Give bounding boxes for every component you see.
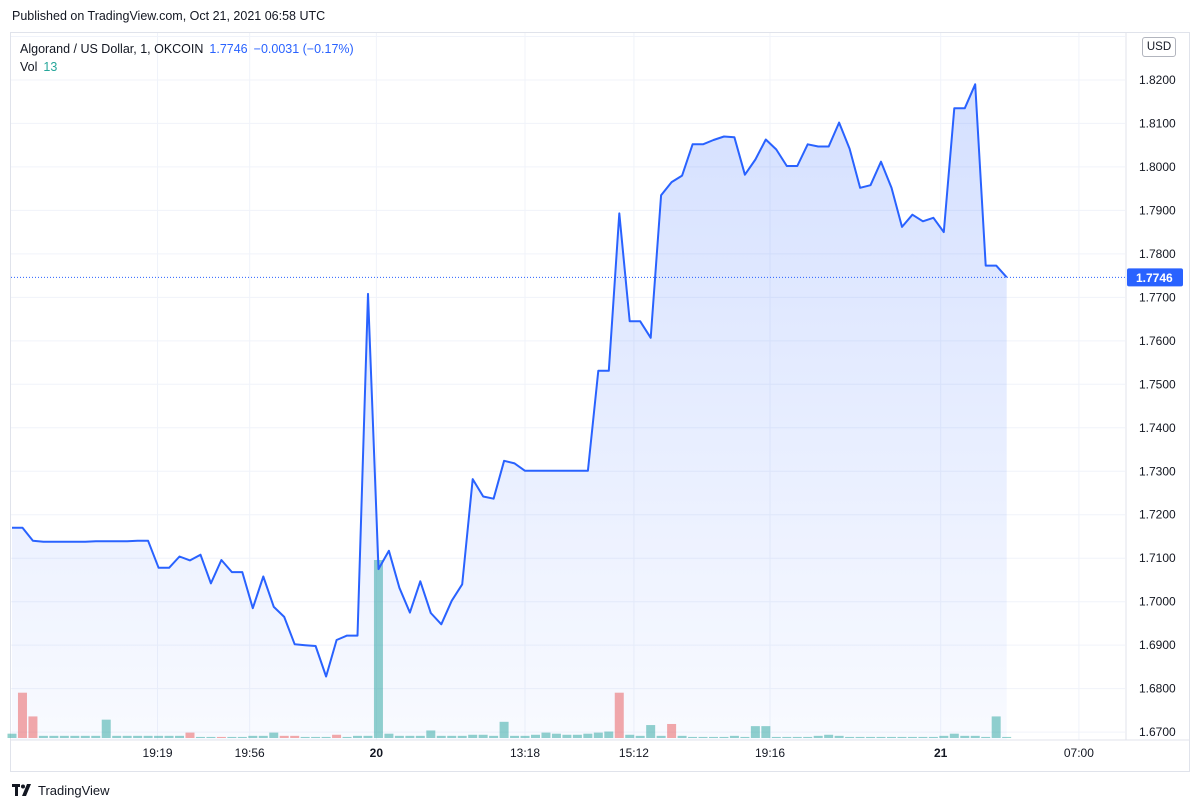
price-tick-label: 1.6800: [1139, 682, 1176, 696]
time-tick-label: 19:19: [143, 746, 173, 760]
time-tick-label: 21: [934, 746, 948, 760]
time-tick-label: 20: [370, 746, 384, 760]
volume-label[interactable]: Vol: [20, 60, 38, 74]
footer-brand[interactable]: TradingView: [38, 782, 110, 798]
time-tick-label: 19:16: [755, 746, 785, 760]
legend-volume-row: Vol 13: [20, 58, 354, 76]
time-tick-label: 13:18: [510, 746, 540, 760]
price-tick-label: 1.7500: [1139, 377, 1176, 391]
currency-button[interactable]: USD: [1142, 37, 1176, 57]
last-price-badge: [1127, 268, 1183, 287]
time-tick-label: 19:56: [235, 746, 265, 760]
last-price-badge-text: 1.7746: [1136, 271, 1173, 285]
chart-legend: Algorand / US Dollar, 1, OKCOIN 1.7746 −0.…: [20, 40, 354, 76]
time-tick-label: 07:00: [1064, 746, 1094, 760]
price-tick-label: 1.7900: [1139, 203, 1176, 217]
price-tick-label: 1.7000: [1139, 595, 1176, 609]
price-tick-label: 1.8200: [1139, 73, 1176, 87]
time-axis: 19:19 19:56 20 13:18 15:12 19:16 21 07:00: [11, 739, 1189, 760]
footer: TradingView: [12, 779, 110, 801]
price-change-value: −0.0031 (−0.17%): [253, 42, 354, 56]
symbol-description[interactable]: Algorand / US Dollar, 1, OKCOIN: [20, 42, 204, 56]
tradingview-logo-icon: [12, 784, 31, 796]
price-tick-label: 1.7400: [1139, 421, 1176, 435]
last-price-value: 1.7746: [209, 42, 248, 56]
price-tick-label: 1.8100: [1139, 116, 1176, 130]
price-line: [12, 83, 1008, 678]
price-tick-label: 1.7300: [1139, 464, 1176, 478]
time-tick-label: 15:12: [619, 746, 649, 760]
price-tick-label: 1.6900: [1139, 638, 1176, 652]
price-tick-label: 1.7800: [1139, 247, 1176, 261]
price-tick-label: 1.7700: [1139, 290, 1176, 304]
price-tick-label: 1.7600: [1139, 334, 1176, 348]
price-tick-label: 1.6700: [1139, 725, 1176, 739]
price-tick-label: 1.7200: [1139, 508, 1176, 522]
price-area-fill: [12, 84, 1007, 741]
last-price-label: 1.7746: [1127, 268, 1183, 287]
chart-frame: [10, 32, 1190, 772]
volume-value: 13: [43, 60, 58, 74]
published-caption: Published on TradingView.com, Oct 21, 20…: [12, 9, 326, 23]
price-tick-label: 1.7100: [1139, 551, 1176, 565]
price-tick-label: 1.8000: [1139, 160, 1176, 174]
price-axis: 1.6700 1.6800 1.6900 1.7000 1.7100 1.7200 1.73…: [1125, 33, 1176, 740]
legend-symbol-row: Algorand / US Dollar, 1, OKCOIN 1.7746 −0.…: [20, 40, 354, 58]
